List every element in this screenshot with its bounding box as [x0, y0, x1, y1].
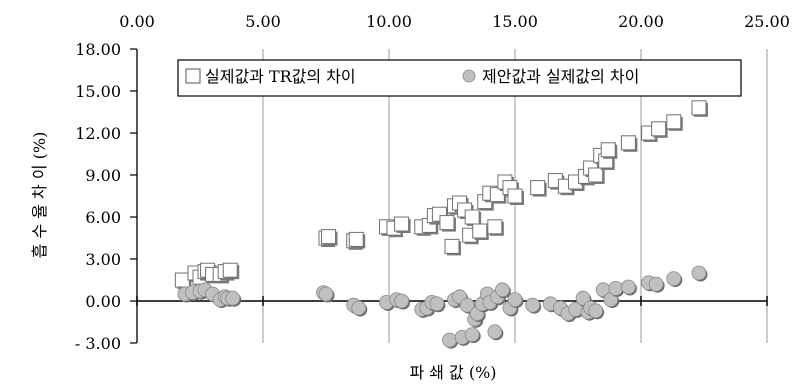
- data-point-square: [600, 142, 616, 158]
- y-tick-label: 12.00: [75, 124, 121, 143]
- data-point-square: [321, 229, 337, 245]
- x-tick-label: 25.00: [744, 12, 790, 31]
- y-tick-label: 18.00: [75, 40, 121, 59]
- data-point-square: [439, 215, 455, 231]
- data-point-square: [394, 216, 410, 232]
- data-point-circle: [225, 290, 241, 306]
- data-point-circle: [394, 293, 410, 309]
- data-point-square: [507, 188, 523, 204]
- legend-box: [177, 59, 742, 97]
- y-tick-label: 3.00: [85, 250, 121, 269]
- y-tick-label: - 3.00: [75, 334, 121, 353]
- data-point-square: [620, 135, 636, 151]
- y-axis-title: 흡 수 율 차 이 (%): [30, 132, 49, 259]
- data-point-circle: [442, 332, 457, 348]
- data-point-square: [651, 121, 667, 137]
- data-point-square: [487, 219, 503, 235]
- y-tick-label: 0.00: [85, 292, 121, 311]
- data-point-square: [666, 114, 682, 130]
- data-point-circle: [351, 300, 367, 316]
- data-marks: [174, 100, 708, 349]
- data-point-square: [472, 223, 488, 239]
- data-point-square: [348, 231, 364, 247]
- data-point-circle: [575, 290, 591, 306]
- data-point-square: [464, 209, 480, 225]
- data-point-circle: [459, 297, 475, 313]
- data-point-circle: [588, 303, 604, 319]
- x-tick-label: 5.00: [245, 12, 281, 31]
- data-point-circle: [525, 297, 541, 313]
- data-point-circle: [666, 271, 682, 287]
- legend: 실제값과 TR값의 차이 제안값과 실제값의 차이: [177, 59, 742, 97]
- x-tick-label: 20.00: [618, 12, 664, 31]
- data-point-circle: [487, 324, 503, 340]
- x-tick-label: 10.00: [366, 12, 412, 31]
- y-tick-label: 15.00: [75, 82, 121, 101]
- data-point-circle: [507, 292, 523, 308]
- data-point-square: [691, 100, 707, 116]
- data-point-circle: [318, 286, 334, 302]
- data-point-circle: [691, 265, 707, 281]
- y-tick-label: 9.00: [85, 166, 121, 185]
- legend-square-marker: [185, 68, 201, 84]
- x-tick-label: 15.00: [492, 12, 538, 31]
- legend-label-series-1: 실제값과 TR값의 차이: [205, 67, 356, 86]
- data-point-circle: [429, 296, 445, 312]
- data-point-circle: [621, 279, 636, 295]
- data-point-square: [530, 180, 546, 196]
- data-point-circle: [608, 280, 624, 296]
- x-axis-title: 파 쇄 값 (%): [409, 363, 496, 382]
- y-tick-label: 6.00: [85, 208, 121, 227]
- data-point-square: [588, 167, 604, 183]
- data-point-circle: [464, 327, 480, 343]
- legend-circle-marker: [462, 69, 476, 83]
- data-point-square: [444, 238, 460, 254]
- data-point-square: [222, 262, 238, 278]
- data-point-circle: [648, 276, 664, 292]
- x-tick-label: 0.00: [119, 12, 155, 31]
- data-point-square: [174, 272, 190, 288]
- legend-label-series-2: 제안값과 실제값의 차이: [482, 67, 639, 86]
- data-point-circle: [494, 282, 510, 298]
